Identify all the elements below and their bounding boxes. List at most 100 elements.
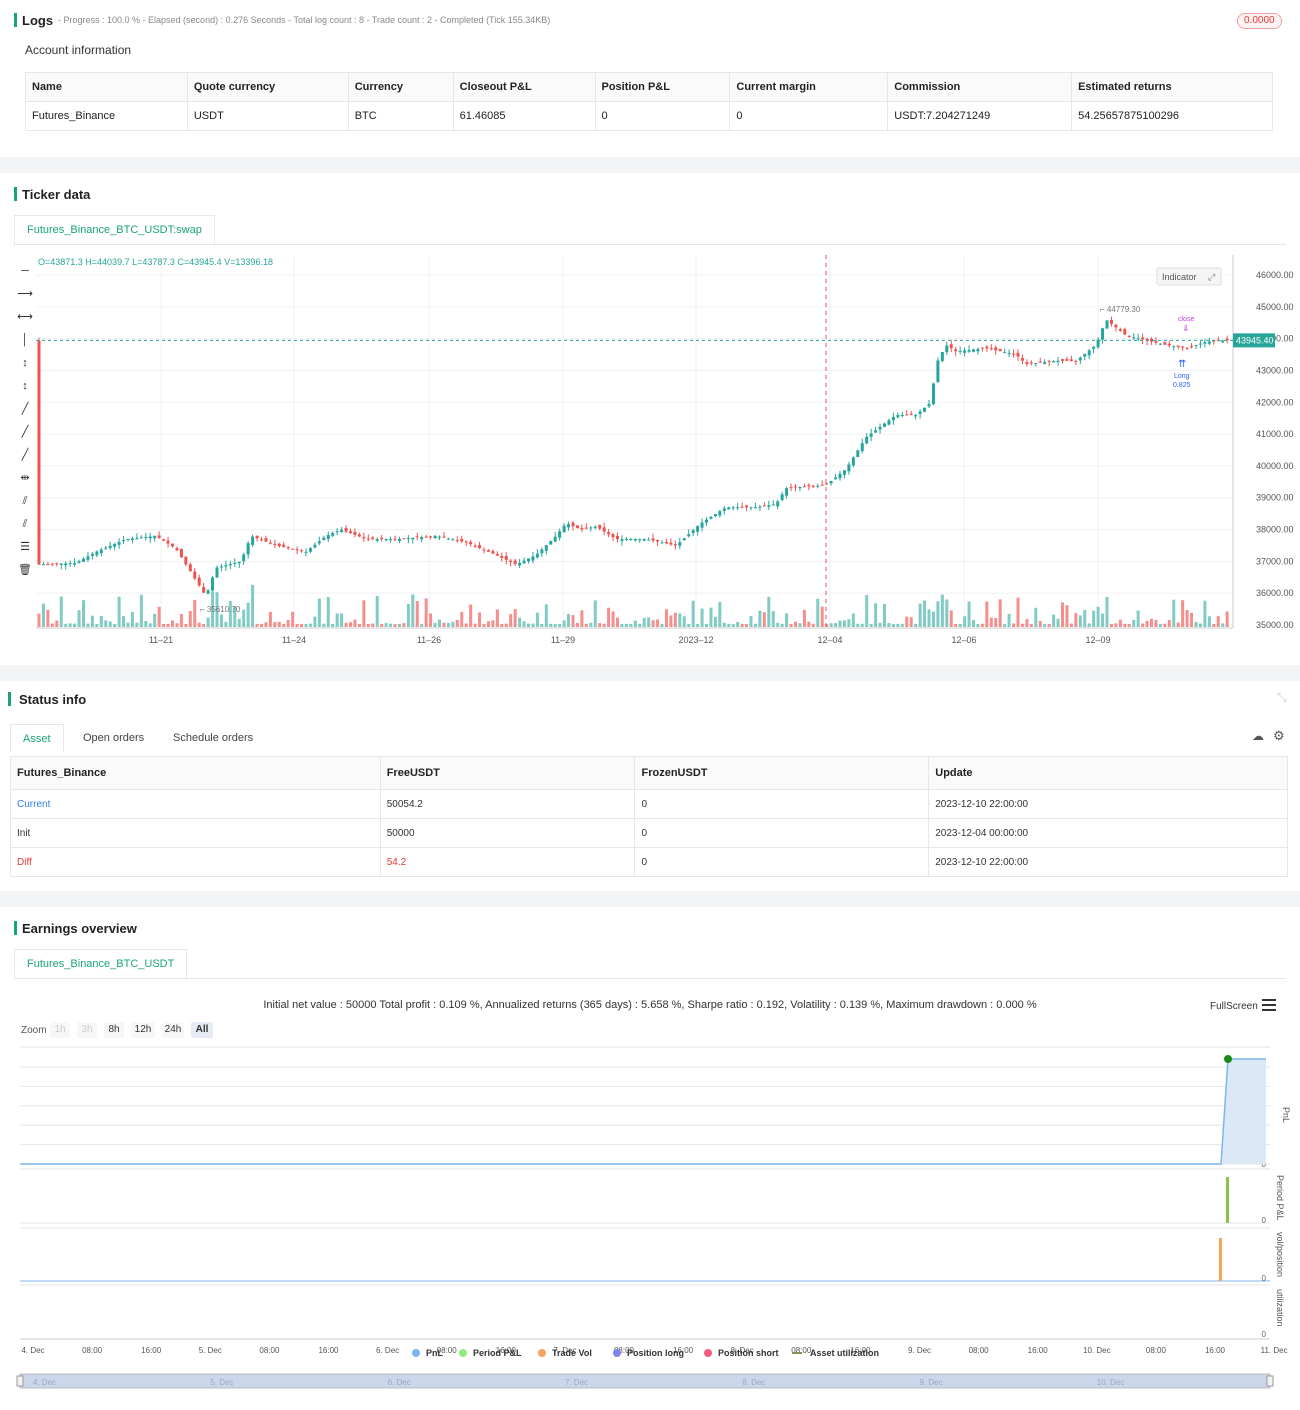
candlestick-chart[interactable]: 46000.0045000.0044000.0043000.0042000.00… — [36, 255, 1300, 655]
asset-col-header: FreeUSDT — [379, 756, 636, 790]
high-price-label: ⌐ 44779.30 — [1100, 305, 1141, 314]
volume-bar — [1074, 613, 1078, 627]
navigator-range[interactable] — [19, 1373, 1271, 1389]
volume-bar — [900, 623, 904, 627]
tab-open-orders[interactable]: Open orders — [83, 732, 145, 744]
candle-body — [264, 538, 268, 542]
volume-bar — [860, 623, 864, 627]
candle-body — [482, 549, 486, 551]
navigator-right-handle[interactable] — [1266, 1375, 1274, 1387]
candle-body — [682, 538, 686, 541]
candle-body — [1043, 362, 1047, 364]
volume-bar — [273, 622, 277, 627]
candle-body — [980, 347, 984, 349]
volume-bar — [1221, 623, 1225, 627]
asset-cell: 50054.2 — [379, 789, 636, 819]
candle-body — [1158, 343, 1162, 345]
volume-bar — [251, 584, 255, 627]
cloud-icon[interactable]: ☁ — [1252, 729, 1264, 743]
status-close-icon[interactable]: ⤡ — [1277, 690, 1287, 704]
candle-body — [816, 485, 820, 487]
volume-bar — [1150, 618, 1153, 627]
zoom-button-1h[interactable]: 1h — [50, 1022, 70, 1038]
candle-body — [478, 545, 482, 549]
candle-body — [50, 563, 54, 565]
menu-icon[interactable] — [1262, 999, 1276, 1011]
trendline-tool-icon[interactable]: ╱ — [21, 403, 29, 415]
candle-body — [77, 561, 81, 563]
x-tick-label: 08:00 — [259, 1346, 280, 1355]
candle-body — [246, 543, 250, 555]
zoom-button-All[interactable]: All — [191, 1022, 213, 1038]
indicator-button[interactable] — [1156, 267, 1222, 286]
trash-icon[interactable]: 🗑 — [18, 564, 32, 576]
price-range-tool-icon[interactable]: ⇹ — [20, 472, 30, 484]
candle-body — [856, 450, 860, 457]
vline-tool-icon[interactable]: │ — [21, 334, 29, 346]
candle-body — [584, 527, 588, 529]
fullscreen-button[interactable]: FullScreen — [1210, 1001, 1258, 1012]
navigator-label: 6. Dec — [388, 1378, 411, 1387]
volume-bar — [482, 623, 486, 627]
volume-bar — [1101, 613, 1105, 627]
ohlc-readout: O=43871.3 H=44039.7 L=43787.3 C=43945.4 … — [38, 257, 273, 267]
volume-bar — [139, 594, 143, 627]
ray-tool-icon[interactable]: ╱ — [21, 426, 29, 438]
volume-bar — [616, 617, 619, 627]
candle-body — [1052, 361, 1056, 363]
volume-bar — [1092, 610, 1096, 627]
gear-icon[interactable]: ⚙ — [1273, 728, 1285, 743]
x-tick-label: 16:00 — [1028, 1346, 1049, 1355]
volume-bar — [780, 623, 784, 627]
candle-body — [1123, 329, 1127, 335]
zoom-button-24h[interactable]: 24h — [162, 1022, 184, 1038]
candle-body — [696, 526, 700, 532]
volume-bar — [1176, 622, 1180, 627]
tab-asset[interactable]: Asset — [10, 724, 64, 752]
zoom-button-3h[interactable]: 3h — [77, 1022, 97, 1038]
earnings-chart[interactable]: 50403020100PnL0Period P&L0vol/position0u… — [0, 1037, 1300, 1407]
parallel-channel-tool-icon[interactable]: ⫽ — [22, 495, 28, 507]
volume-bar — [99, 615, 103, 627]
volume-bar — [175, 623, 179, 627]
grid-tool-icon[interactable]: ☰ — [20, 541, 30, 553]
candle-body — [905, 414, 909, 416]
volume-bar — [304, 623, 308, 627]
vray-tool-icon[interactable]: ↕ — [22, 357, 28, 369]
tab-earnings-symbol[interactable]: Futures_Binance_BTC_USDT — [14, 949, 188, 979]
hsegment-tool-icon[interactable]: ⟷ — [17, 311, 33, 323]
fib-tool-icon[interactable]: ⫽ — [22, 518, 28, 530]
zoom-button-12h[interactable]: 12h — [131, 1022, 155, 1038]
volume-bar — [104, 620, 108, 627]
volume-bar — [233, 606, 237, 627]
candle-body — [749, 507, 753, 509]
hline-tool-icon[interactable]: ─ — [21, 265, 29, 277]
candle-body — [1083, 353, 1087, 357]
volume-bar — [130, 611, 134, 627]
tab-ticker-symbol[interactable]: Futures_Binance_BTC_USDT:swap — [14, 215, 215, 245]
volume-bar — [558, 623, 562, 627]
volume-bar — [909, 617, 913, 627]
volume-bar — [219, 614, 223, 627]
volume-bar — [380, 623, 384, 627]
x-tick-label: 16:00 — [850, 1346, 871, 1355]
status-accent-bar — [8, 692, 11, 706]
candle-body — [531, 556, 535, 561]
volume-bar — [518, 617, 522, 627]
candle-body — [656, 540, 660, 542]
volume-bar — [362, 600, 366, 627]
candle-body — [344, 528, 348, 532]
candle-body — [1194, 345, 1198, 346]
volume-bar — [1225, 611, 1229, 627]
volume-bar — [389, 623, 393, 627]
volume-bar — [1141, 623, 1145, 627]
volume-bar — [602, 623, 606, 627]
extended-line-tool-icon[interactable]: ╱ — [21, 449, 29, 461]
zoom-button-8h[interactable]: 8h — [104, 1022, 124, 1038]
navigator-left-handle[interactable] — [16, 1375, 24, 1387]
hray-tool-icon[interactable]: ⟶ — [17, 288, 33, 300]
vsegment-tool-icon[interactable]: ↕ — [22, 380, 28, 392]
tab-schedule-orders[interactable]: Schedule orders — [173, 732, 254, 744]
candle-body — [616, 535, 619, 540]
volume-bar — [55, 620, 59, 627]
